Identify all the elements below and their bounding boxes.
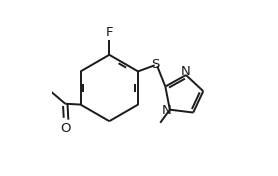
Text: N: N [162,104,172,117]
Text: O: O [60,122,70,135]
Text: N: N [181,65,190,78]
Text: F: F [106,26,113,39]
Text: S: S [151,58,159,71]
